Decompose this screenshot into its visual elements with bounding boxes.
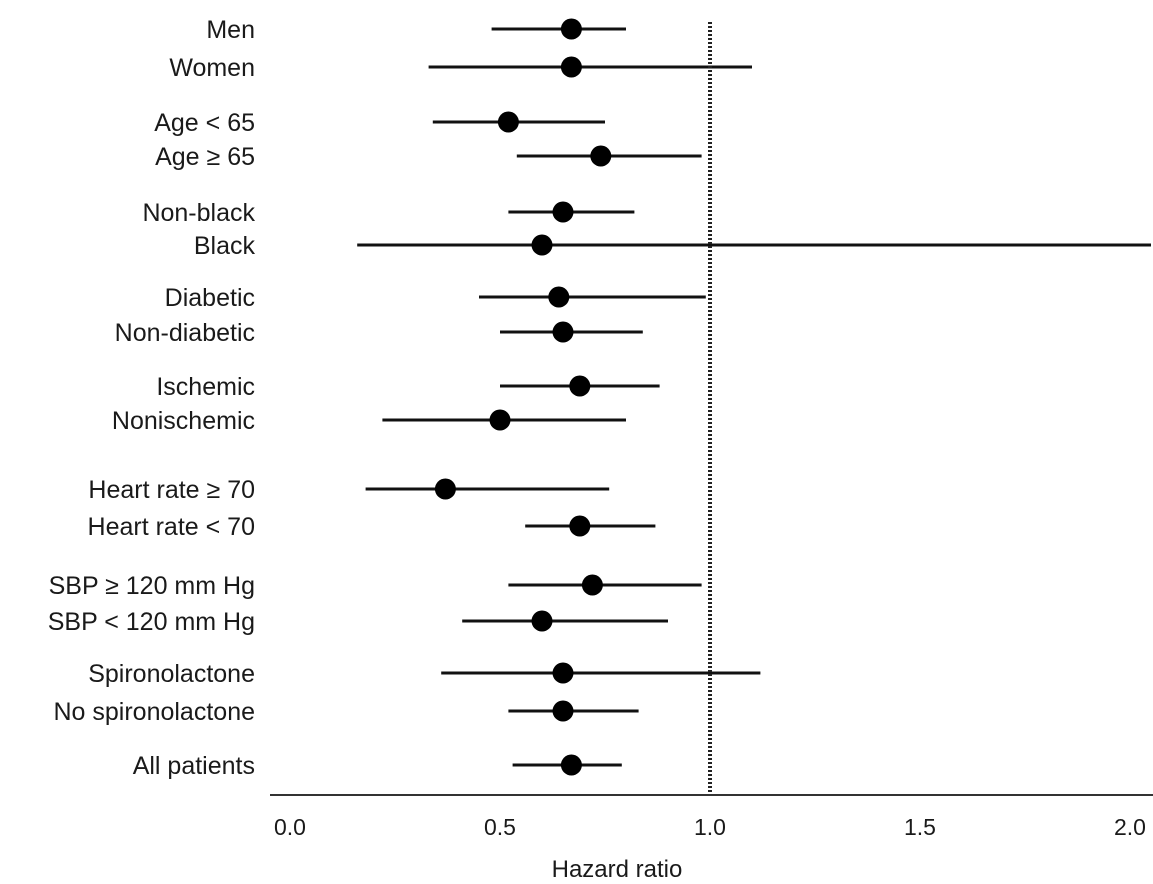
forest-row: Age < 65 (154, 109, 605, 137)
forest-row: Black (194, 232, 1151, 260)
forest-row: Nonischemic (112, 407, 626, 435)
row-label: Men (206, 16, 255, 44)
forest-row: SBP < 120 mm Hg (48, 608, 668, 636)
row-label: No spironolactone (53, 698, 255, 726)
x-tick-label: 0.0 (274, 814, 306, 840)
hazard-ratio-point (552, 201, 574, 223)
row-label: Heart rate ≥ 70 (88, 476, 255, 504)
forest-row: Diabetic (165, 284, 706, 312)
row-label: Ischemic (156, 373, 255, 401)
hazard-ratio-point (489, 409, 511, 431)
hazard-ratio-point (531, 610, 553, 632)
forest-row: Women (169, 54, 752, 82)
row-label: Non-diabetic (115, 319, 255, 347)
x-axis-ticks: 0.0 0.5 1.0 1.5 2.0 (274, 814, 1146, 840)
forest-row: All patients (133, 752, 622, 780)
x-tick-label: 1.5 (904, 814, 936, 840)
hazard-ratio-point (548, 286, 570, 308)
hazard-ratio-point (552, 700, 574, 722)
forest-row: SBP ≥ 120 mm Hg (49, 572, 702, 600)
x-tick-label: 1.0 (694, 814, 726, 840)
hazard-ratio-point (552, 321, 574, 343)
row-label: All patients (133, 752, 255, 780)
forest-row: Heart rate ≥ 70 (88, 476, 610, 504)
hazard-ratio-point (434, 478, 456, 500)
row-label: SBP ≥ 120 mm Hg (49, 572, 255, 600)
rows-layer: Men Women Age < 65 Age ≥ 65 Non-black Black Di… (48, 16, 1151, 780)
forest-row: No spironolactone (53, 698, 639, 726)
forest-row: Non-diabetic (115, 319, 643, 347)
forest-row: Non-black (142, 199, 635, 227)
hazard-ratio-point (581, 574, 603, 596)
x-tick-label: 0.5 (484, 814, 516, 840)
row-label: SBP < 120 mm Hg (48, 608, 255, 636)
row-label: Spironolactone (88, 660, 255, 688)
hazard-ratio-point (590, 145, 612, 167)
forest-row: Spironolactone (88, 660, 761, 688)
forest-row: Age ≥ 65 (155, 143, 702, 171)
forest-row: Ischemic (156, 373, 660, 401)
row-label: Non-black (142, 199, 255, 227)
hazard-ratio-point (552, 662, 574, 684)
row-label: Black (194, 232, 256, 260)
hazard-ratio-point (531, 234, 553, 256)
forest-row: Men (206, 16, 626, 44)
hazard-ratio-point (560, 18, 582, 40)
row-label: Age < 65 (154, 109, 255, 137)
hazard-ratio-point (560, 754, 582, 776)
hazard-ratio-point (569, 515, 591, 537)
hazard-ratio-point (569, 375, 591, 397)
forest-row: Heart rate < 70 (88, 513, 656, 541)
hazard-ratio-point (497, 111, 519, 133)
row-label: Age ≥ 65 (155, 143, 255, 171)
row-label: Diabetic (165, 284, 255, 312)
hazard-ratio-point (560, 56, 582, 78)
row-label: Women (169, 54, 255, 82)
x-axis-title: Hazard ratio (552, 856, 683, 883)
row-label: Heart rate < 70 (88, 513, 255, 541)
x-tick-label: 2.0 (1114, 814, 1146, 840)
row-label: Nonischemic (112, 407, 255, 435)
